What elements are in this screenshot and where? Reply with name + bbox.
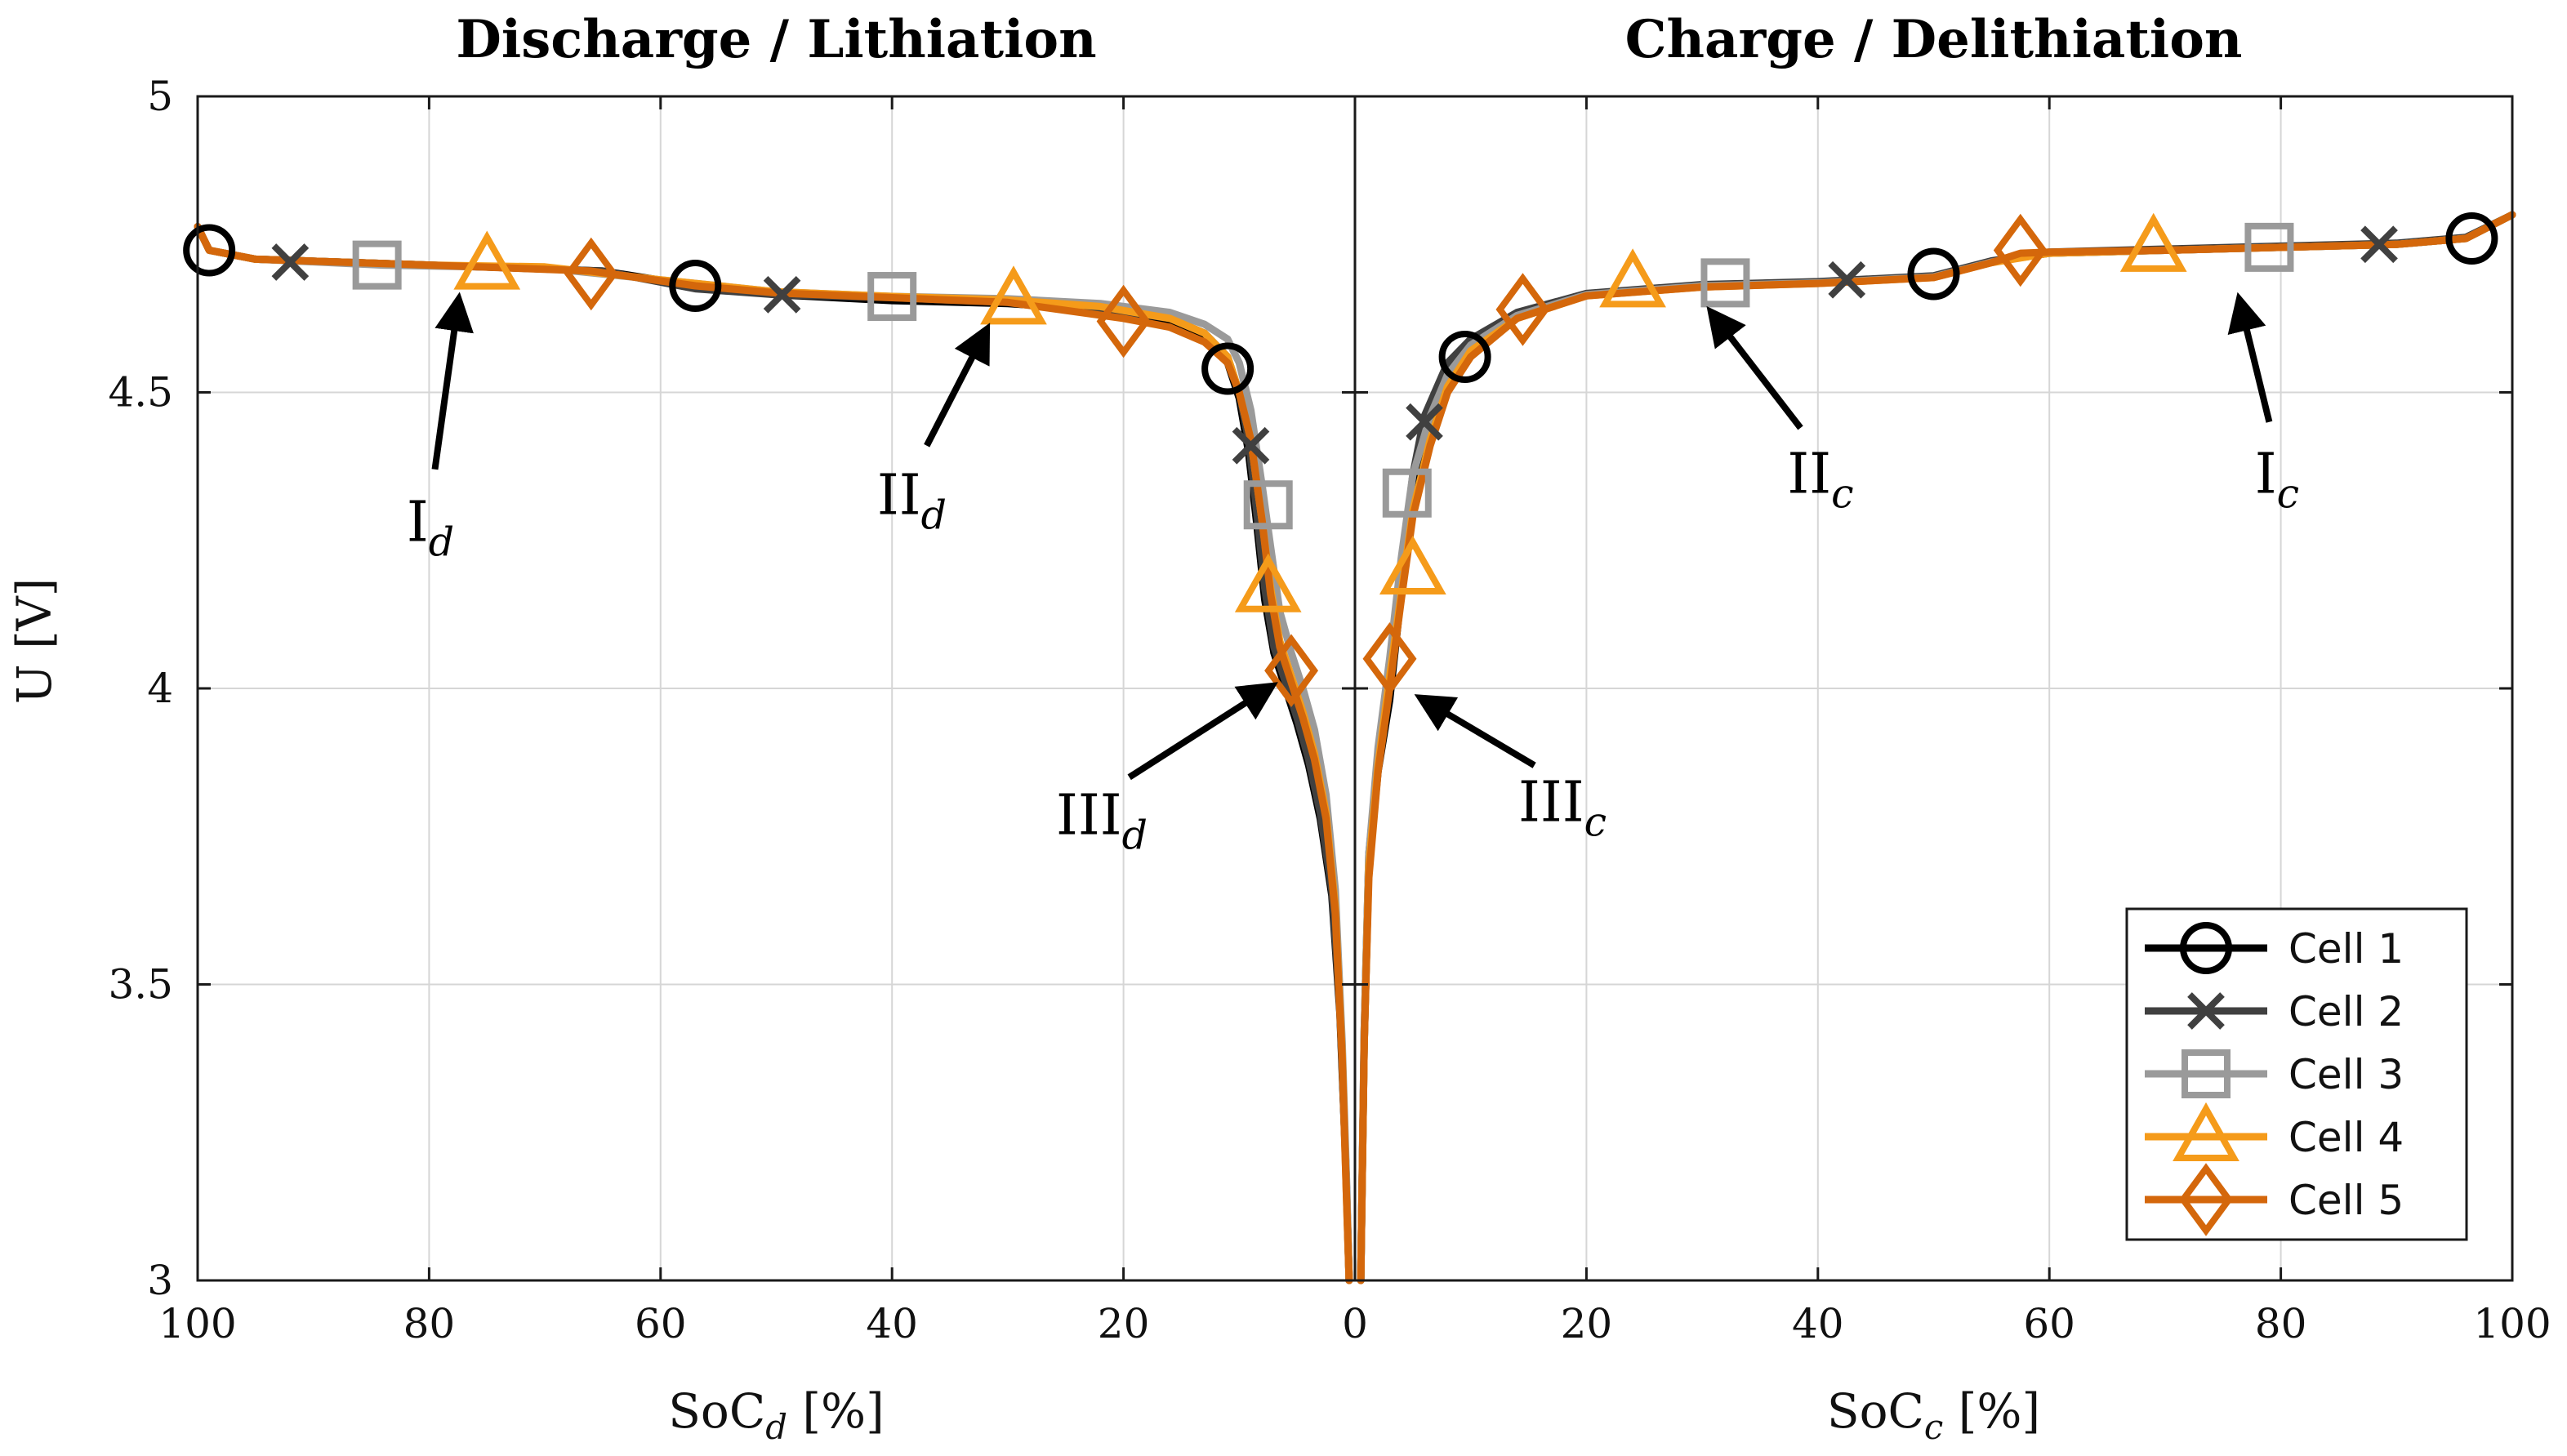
markers-cell-5 (564, 213, 2048, 707)
x-tick-label: 100 (158, 1300, 236, 1347)
legend-label: Cell 3 (2288, 1051, 2404, 1098)
y-tick-label: 3 (147, 1257, 173, 1304)
marker-diamond (1993, 213, 2048, 287)
legend-entry: Cell 1 (2145, 922, 2404, 974)
marker-triangle (1234, 553, 1302, 612)
charge-line (1357, 211, 2516, 1285)
y-tick-label: 4 (147, 665, 173, 712)
marker-x (1232, 426, 1270, 465)
annotations: Id IId IIId IIc Ic IIIc (407, 292, 2299, 858)
annotation-label: IIc (1787, 443, 1853, 518)
marker-triangle (2119, 212, 2187, 272)
marker-diamond (2179, 1163, 2233, 1236)
legend-label: Cell 5 (2288, 1177, 2404, 1224)
panel-title: Discharge / Lithiation (456, 9, 1096, 70)
x-tick-label: 60 (2023, 1300, 2075, 1347)
marker-triangle (2173, 1102, 2239, 1161)
marker-diamond (1495, 273, 1550, 346)
y-tick-label: 4.5 (108, 369, 173, 416)
marker-circle (2445, 212, 2498, 265)
annotation-label: IId (877, 463, 947, 538)
marker-diamond (1362, 622, 1417, 696)
markers-cell-3 (352, 222, 2294, 530)
legend-entry: Cell 4 (2145, 1102, 2404, 1161)
annotation-arrow (431, 292, 474, 470)
marker-square (1382, 468, 1432, 518)
marker-square (2244, 222, 2294, 272)
marker-x (1828, 260, 1866, 299)
annotation-arrow (924, 323, 991, 447)
axis-text: U [V] 100 80 60 40 20 0 Discharge / Lithiation… (7, 9, 2551, 1447)
discharge-line (194, 223, 1353, 1285)
marker-circle (183, 224, 236, 277)
discharge-line (194, 223, 1353, 1285)
x-tick-label: 0 (1342, 1300, 1368, 1347)
panel-title: Charge / Delithiation (1625, 9, 2243, 70)
marker-square (2182, 1049, 2231, 1098)
annotation-label: IIId (1056, 783, 1148, 858)
marker-diamond (564, 237, 618, 311)
marker-x (2187, 992, 2225, 1030)
marker-x (271, 243, 310, 281)
legend-entry: Cell 3 (2145, 1049, 2404, 1098)
x-tick-label: 40 (866, 1300, 918, 1347)
x-tick-label: 80 (403, 1300, 456, 1347)
discharge-line (194, 223, 1353, 1285)
discharge-line (194, 223, 1353, 1285)
x-tick-label: 60 (635, 1300, 687, 1347)
y-tick-label: 3.5 (108, 961, 173, 1009)
y-axis-label: U [V] (7, 578, 62, 704)
legend-label: Cell 4 (2288, 1114, 2404, 1161)
legend-label: Cell 1 (2288, 925, 2404, 973)
x-tick-label: 80 (2255, 1300, 2307, 1347)
marker-circle (1201, 342, 1255, 395)
y-tick-label: 5 (147, 73, 173, 120)
marker-triangle (1599, 248, 1666, 308)
grid (198, 96, 2512, 1280)
marker-square (352, 240, 402, 290)
marker-x (1406, 403, 1443, 441)
x-axis-label: SoCc [%] (1827, 1383, 2040, 1447)
marker-square (1243, 480, 1293, 530)
x-tick-label: 40 (1792, 1300, 1844, 1347)
data-series (183, 211, 2516, 1285)
markers-cell-1 (183, 212, 2498, 395)
series-cell-5 (194, 211, 2516, 1285)
legend-label: Cell 2 (2288, 988, 2404, 1035)
axes-frame (196, 95, 2514, 1282)
marker-circle (1907, 247, 1960, 301)
marker-x (763, 276, 801, 314)
legend-entry: Cell 2 (2145, 988, 2404, 1035)
x-tick-label: 20 (1561, 1300, 1613, 1347)
markers-cell-2 (271, 225, 2398, 465)
annotation-label: Ic (2255, 443, 2299, 518)
annotation-arrow (1706, 305, 1803, 430)
marker-circle (2180, 922, 2232, 974)
x-tick-label: 20 (1098, 1300, 1150, 1347)
annotation-arrow (2227, 292, 2273, 423)
legend: Cell 1 Cell 2 Cell 3 Cell 4 Cell 5 (2125, 907, 2468, 1241)
markers-cell-4 (453, 212, 2187, 612)
annotation-label: Id (407, 490, 454, 565)
legend-entry: Cell 5 (2145, 1163, 2404, 1236)
marker-diamond (1096, 284, 1151, 358)
marker-square (1700, 258, 1750, 308)
marker-circle (1438, 331, 1491, 383)
marker-diamond (1264, 634, 1319, 707)
marker-circle (669, 260, 722, 312)
x-tick-label: 100 (2473, 1300, 2551, 1347)
x-axis-label: SoCd [%] (668, 1383, 885, 1447)
marker-triangle (1379, 535, 1446, 594)
discharge-line (194, 223, 1353, 1285)
marker-triangle (453, 230, 521, 290)
annotation-arrow (1414, 694, 1536, 768)
marker-triangle (980, 265, 1047, 325)
marker-square (867, 272, 917, 322)
annotation-arrow (1127, 682, 1278, 781)
marker-x (2360, 225, 2398, 264)
annotation-label: IIIc (1518, 771, 1607, 846)
